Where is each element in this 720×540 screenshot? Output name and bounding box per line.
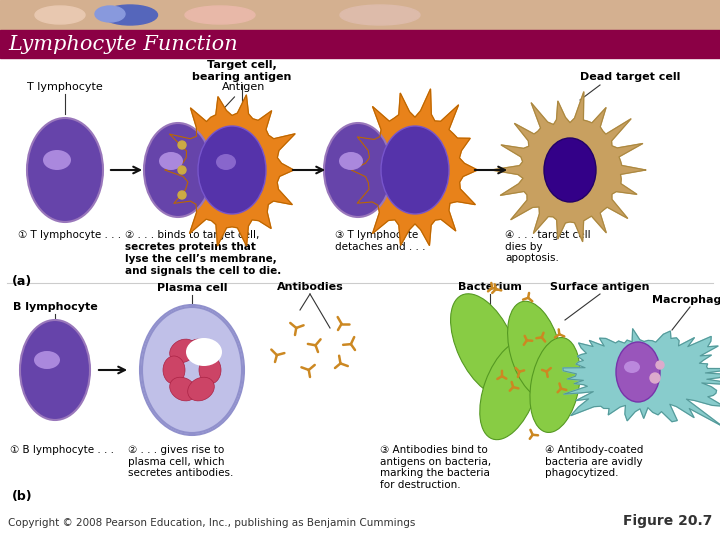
Circle shape <box>656 361 664 369</box>
Ellipse shape <box>530 338 580 433</box>
Ellipse shape <box>144 123 212 217</box>
Polygon shape <box>492 92 646 241</box>
Text: Copyright © 2008 Pearson Education, Inc., publishing as Benjamin Cummings: Copyright © 2008 Pearson Education, Inc.… <box>8 518 415 528</box>
Text: Target cell,
bearing antigen: Target cell, bearing antigen <box>192 60 292 82</box>
Ellipse shape <box>170 377 197 401</box>
Polygon shape <box>165 95 295 246</box>
Text: Surface antigen: Surface antigen <box>550 282 649 292</box>
Circle shape <box>178 191 186 199</box>
Text: Figure 20.7: Figure 20.7 <box>623 514 712 528</box>
Ellipse shape <box>480 340 540 440</box>
Ellipse shape <box>102 5 158 25</box>
Ellipse shape <box>186 338 222 366</box>
Circle shape <box>178 141 186 149</box>
Text: Dead target cell: Dead target cell <box>580 72 680 82</box>
Ellipse shape <box>340 5 420 25</box>
Text: ② . . . binds to target cell,: ② . . . binds to target cell, <box>125 230 259 240</box>
Text: T lymphocyte: T lymphocyte <box>27 82 103 92</box>
Text: B lymphocyte: B lymphocyte <box>13 302 97 312</box>
Text: and signals the cell to die.: and signals the cell to die. <box>125 266 282 276</box>
Ellipse shape <box>451 294 519 396</box>
Ellipse shape <box>198 126 266 214</box>
Text: ③ Antibodies bind to
antigens on bacteria,
marking the bacteria
for destruction.: ③ Antibodies bind to antigens on bacteri… <box>380 445 491 490</box>
Ellipse shape <box>140 305 244 435</box>
Ellipse shape <box>624 361 640 373</box>
Text: ④ Antibody-coated
bacteria are avidly
phagocytized.: ④ Antibody-coated bacteria are avidly ph… <box>545 445 644 478</box>
Ellipse shape <box>27 118 103 222</box>
Text: ④ . . . target cell
dies by
apoptosis.: ④ . . . target cell dies by apoptosis. <box>505 230 590 263</box>
Bar <box>0 0 720 30</box>
Text: ① B lymphocyte . . .: ① B lymphocyte . . . <box>10 445 114 455</box>
Text: ② . . . gives rise to
plasma cell, which
secretes antibodies.: ② . . . gives rise to plasma cell, which… <box>128 445 233 478</box>
Ellipse shape <box>170 339 197 363</box>
Text: Macrophage: Macrophage <box>652 295 720 305</box>
Polygon shape <box>351 89 477 246</box>
Ellipse shape <box>185 6 255 24</box>
Ellipse shape <box>381 126 449 214</box>
Text: Lymphocyte Function: Lymphocyte Function <box>8 35 238 53</box>
Ellipse shape <box>324 123 392 217</box>
Ellipse shape <box>35 6 85 24</box>
Text: ① T lymphocyte . . .: ① T lymphocyte . . . <box>18 230 121 240</box>
Text: Plasma cell: Plasma cell <box>157 283 228 293</box>
Ellipse shape <box>188 339 215 363</box>
Text: lyse the cell’s membrane,: lyse the cell’s membrane, <box>125 254 276 264</box>
Circle shape <box>650 373 660 383</box>
Ellipse shape <box>163 356 185 384</box>
Ellipse shape <box>188 377 215 401</box>
Text: Antibodies: Antibodies <box>276 282 343 292</box>
Ellipse shape <box>216 154 236 170</box>
Text: (b): (b) <box>12 490 32 503</box>
Ellipse shape <box>34 351 60 369</box>
Polygon shape <box>563 329 720 426</box>
Ellipse shape <box>95 6 125 22</box>
Text: ③ T lymphocyte
detaches and . . .: ③ T lymphocyte detaches and . . . <box>335 230 426 252</box>
Ellipse shape <box>43 150 71 170</box>
Text: Antigen: Antigen <box>192 82 266 143</box>
Ellipse shape <box>339 152 363 170</box>
Text: Bacterium: Bacterium <box>458 282 522 292</box>
Ellipse shape <box>199 356 221 384</box>
Ellipse shape <box>616 342 660 402</box>
Text: (a): (a) <box>12 275 32 288</box>
Circle shape <box>178 166 186 174</box>
Ellipse shape <box>508 301 562 399</box>
Text: secretes proteins that: secretes proteins that <box>125 242 256 252</box>
Bar <box>0 30 720 58</box>
Ellipse shape <box>20 320 90 420</box>
Ellipse shape <box>159 152 183 170</box>
Ellipse shape <box>544 138 596 202</box>
